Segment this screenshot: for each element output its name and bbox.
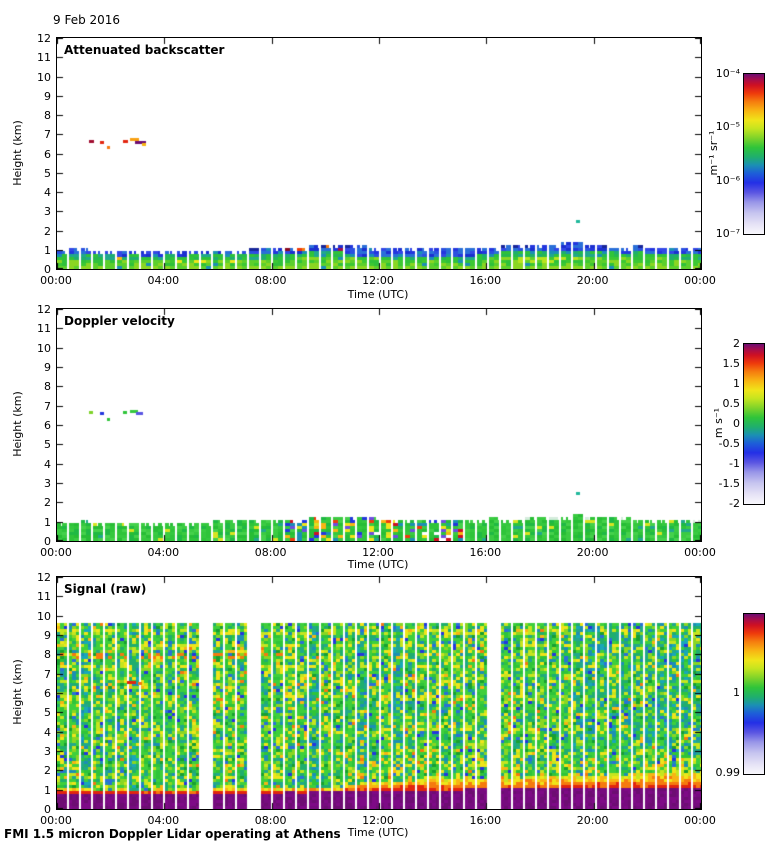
figure-date: 9 Feb 2016	[53, 13, 121, 27]
velocity-plot-area	[56, 308, 702, 542]
colorbar-tick-label: -1.5	[718, 477, 740, 490]
y-tick-label: 7	[44, 399, 51, 413]
y-tick-label: 12	[37, 571, 51, 584]
x-tick-label: 12:00	[362, 274, 394, 287]
x-tick-label: 08:00	[254, 546, 287, 559]
x-tick-label: 12:00	[362, 814, 394, 827]
y-tick-label: 1	[44, 243, 51, 257]
y-tick-label: 9	[44, 361, 51, 374]
x-tick-label: 00:00	[684, 274, 716, 287]
colorbar-tick-label: 1	[733, 377, 740, 390]
x-tick-label: 16:00	[469, 274, 502, 287]
y-tick-label: 9	[44, 629, 51, 642]
y-tick-label: 7	[44, 667, 51, 681]
colorbar-tick-label: 10⁻⁴	[715, 67, 740, 80]
y-tick-label: 1	[44, 783, 51, 797]
colorbar-tick-label: 10⁻⁶	[715, 173, 740, 187]
x-tick-label: 16:00	[469, 814, 502, 827]
x-tick-label: 00:00	[684, 546, 716, 559]
y-tick-label: 10	[37, 341, 51, 355]
signal-heatmap-canvas	[57, 577, 701, 809]
y-tick-label: 0	[44, 803, 51, 816]
x-tick-label: 08:00	[254, 814, 287, 827]
velocity-heatmap-canvas	[57, 309, 701, 541]
y-tick-label: 6	[44, 687, 51, 700]
y-tick-label: 6	[44, 147, 51, 161]
backscatter-colorbar	[743, 73, 765, 235]
instrument-caption: FMI 1.5 micron Doppler Lidar operating a…	[4, 827, 341, 841]
y-tick-label: 5	[44, 438, 51, 452]
y-tick-label: 10	[37, 70, 51, 84]
signal-title: Signal (raw)	[64, 582, 147, 596]
y-tick-label: 5	[44, 706, 51, 720]
y-tick-label: 3	[44, 745, 51, 758]
colorbar-tick-label: 0.99	[715, 766, 741, 779]
y-tick-label: 8	[44, 648, 51, 662]
colorbar-tick-label: 2	[733, 337, 740, 350]
backscatter-title: Attenuated backscatter	[64, 43, 225, 57]
colorbar-tick-label: 10⁻⁵	[715, 120, 740, 134]
x-tick-label: 12:00	[362, 546, 394, 559]
y-tick-label: 4	[44, 186, 51, 199]
colorbar-tick-label: 1.5	[722, 357, 741, 370]
y-tick-label: 3	[44, 477, 51, 490]
x-tick-label: 00:00	[684, 814, 716, 827]
x-tick-label: 20:00	[576, 546, 609, 559]
x-tick-label: 20:00	[576, 274, 609, 287]
velocity-x-axis-label: Time (UTC)	[347, 558, 409, 571]
colorbar-tick-label: -2	[729, 497, 740, 510]
x-tick-label: 04:00	[147, 546, 180, 559]
y-tick-label: 2	[44, 764, 51, 778]
y-tick-label: 0	[44, 535, 51, 548]
x-tick-label: 08:00	[254, 274, 287, 287]
y-tick-label: 9	[44, 89, 51, 103]
colorbar-tick-label: 10⁻⁷	[715, 227, 740, 240]
backscatter-x-axis-label: Time (UTC)	[347, 288, 409, 301]
colorbar-tick-label: 1	[733, 686, 740, 699]
colorbar-tick-label: 0.5	[722, 397, 741, 410]
x-tick-label: 00:00	[40, 814, 72, 827]
y-tick-label: 6	[44, 419, 51, 432]
y-tick-label: 4	[44, 457, 51, 471]
x-tick-label: 00:00	[40, 274, 72, 287]
x-tick-label: 00:00	[40, 546, 72, 559]
colorbar-tick-label: 0	[733, 417, 740, 430]
y-tick-label: 4	[44, 725, 51, 739]
velocity-title: Doppler velocity	[64, 314, 175, 328]
y-tick-label: 11	[37, 51, 51, 65]
y-tick-label: 1	[44, 515, 51, 529]
y-tick-label: 8	[44, 380, 51, 394]
y-tick-label: 7	[44, 128, 51, 142]
y-tick-label: 2	[44, 496, 51, 510]
signal-plot-area	[56, 576, 702, 810]
y-tick-label: 10	[37, 609, 51, 623]
colorbar-tick-label: -0.5	[718, 437, 740, 450]
y-tick-label: 11	[37, 322, 51, 336]
signal-colorbar	[743, 613, 765, 775]
x-tick-label: 20:00	[576, 814, 609, 827]
y-tick-label: 0	[44, 263, 51, 276]
y-tick-label: 11	[37, 590, 51, 604]
backscatter-plot-area	[56, 37, 702, 270]
velocity-colorbar	[743, 343, 765, 505]
y-tick-label: 5	[44, 166, 51, 180]
x-tick-label: 04:00	[147, 814, 180, 827]
y-tick-label: 12	[37, 32, 51, 45]
y-tick-label: 8	[44, 109, 51, 122]
colorbar-tick-label: -1	[729, 457, 740, 470]
y-tick-label: 2	[44, 224, 51, 238]
x-tick-label: 04:00	[147, 274, 180, 287]
signal-x-axis-label: Time (UTC)	[347, 826, 409, 839]
y-tick-label: 3	[44, 205, 51, 219]
x-tick-label: 16:00	[469, 546, 502, 559]
backscatter-heatmap-canvas	[57, 38, 701, 269]
y-tick-label: 12	[37, 303, 51, 316]
